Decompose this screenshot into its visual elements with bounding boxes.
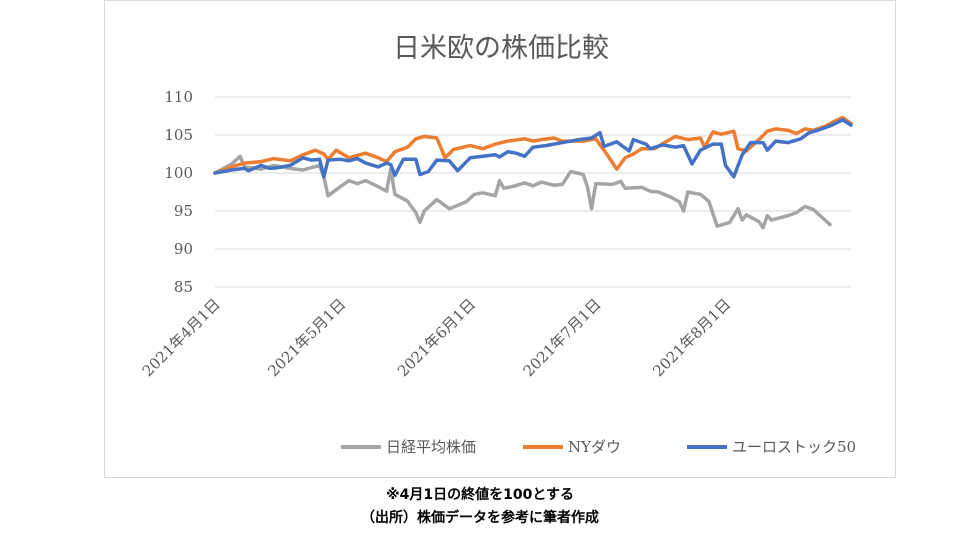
series-line-2 (213, 115, 853, 175)
x-tick-label: 2021年8月1日 (649, 295, 734, 380)
caption-note: ※4月1日の終値を100とする (386, 487, 574, 503)
chart-title: 日米欧の株価比較 (393, 33, 609, 64)
x-tick-label: 2021年6月1日 (394, 295, 479, 380)
x-tick-label: 2021年4月1日 (139, 295, 224, 380)
y-tick-label: 100 (164, 164, 193, 182)
y-tick-label: 105 (164, 126, 193, 144)
grid-layer (215, 96, 851, 288)
chart-frame: 日米欧の株価比較 85 90 95 100 105 110 2021年4月1日 2021年5… (104, 0, 896, 478)
y-tick-label: 110 (164, 88, 193, 106)
x-tick-label: 2021年7月1日 (520, 295, 605, 380)
y-tick-label: 90 (174, 240, 193, 258)
series-line-1 (213, 154, 832, 230)
legend-label-1: 日経平均株価 (386, 438, 476, 456)
y-tick-label: 85 (174, 278, 193, 296)
legend: 日経平均株価 NYダウ ユーロストック50 (341, 438, 856, 456)
caption-source: （出所）株価データを参考に筆者作成 (361, 510, 599, 526)
chart-svg: 日米欧の株価比較 85 90 95 100 105 110 2021年4月1日 2021年5… (139, 33, 856, 456)
y-tick-label: 95 (174, 202, 193, 220)
legend-label-2: NYダウ (568, 438, 621, 456)
series-line-3 (213, 118, 853, 179)
series-layer (213, 115, 853, 230)
x-axis-ticks: 2021年4月1日 2021年5月1日 2021年6月1日 2021年7月1日 2021… (139, 295, 735, 380)
x-tick-label: 2021年5月1日 (264, 295, 349, 380)
legend-label-3: ユーロストック50 (732, 438, 856, 456)
y-axis-ticks: 85 90 95 100 105 110 (164, 88, 193, 296)
